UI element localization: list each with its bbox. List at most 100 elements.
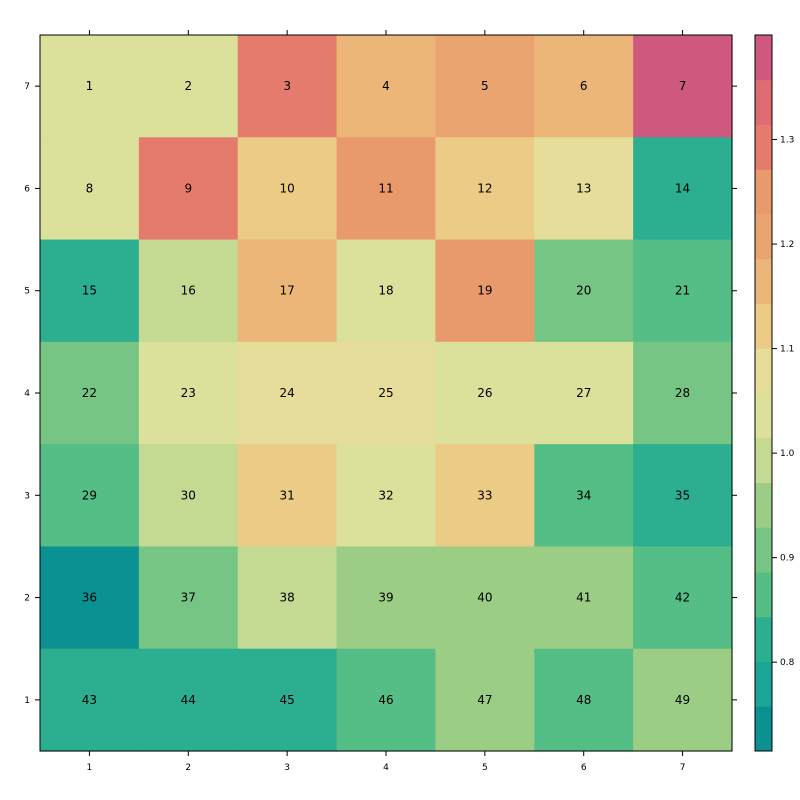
heatmap-cell-5 <box>435 35 535 138</box>
colorbar-bin-8 <box>755 348 772 394</box>
cell-label-19: 19 <box>477 284 492 298</box>
heatmap-cell-49 <box>633 648 733 752</box>
cell-label-44: 44 <box>181 693 196 707</box>
colorbar-bin-13 <box>755 124 772 170</box>
colorbar-bin-9 <box>755 303 772 349</box>
heatmap-cell-34 <box>534 444 634 548</box>
colorbar-tick-label-3: 1.1 <box>780 345 794 355</box>
heatmap-cell-20 <box>534 239 634 343</box>
cell-label-38: 38 <box>279 591 294 605</box>
cell-label-17: 17 <box>279 284 294 298</box>
colorbar-bin-12 <box>755 169 772 215</box>
heatmap-cell-27 <box>534 341 634 445</box>
colorbar-tick-label-4: 1.2 <box>780 240 794 250</box>
cell-label-20: 20 <box>576 284 591 298</box>
colorbar-bin-1 <box>755 661 772 707</box>
cell-label-16: 16 <box>181 284 196 298</box>
x-tick-label-2: 2 <box>185 763 191 773</box>
colorbar-bin-15 <box>755 35 772 81</box>
y-tick-label-6: 6 <box>24 184 30 194</box>
cell-label-43: 43 <box>82 693 97 707</box>
heatmap-cell-6 <box>534 35 634 138</box>
cell-label-32: 32 <box>378 488 393 502</box>
cell-label-33: 33 <box>477 488 492 502</box>
heatmap-cell-18 <box>336 239 437 343</box>
colorbar-tick-label-2: 1.0 <box>780 449 795 459</box>
heatmap-cell-15 <box>40 239 140 343</box>
heatmap-cell-11 <box>336 137 437 241</box>
cell-label-45: 45 <box>279 693 294 707</box>
colorbar-tick-label-1: 0.9 <box>780 554 795 564</box>
cell-label-6: 6 <box>580 79 588 93</box>
colorbar-bin-3 <box>755 572 772 618</box>
cell-label-3: 3 <box>283 79 291 93</box>
cell-label-25: 25 <box>378 386 393 400</box>
heatmap-cell-36 <box>40 546 140 650</box>
cell-label-23: 23 <box>181 386 196 400</box>
cell-label-8: 8 <box>86 181 94 195</box>
heatmap-cell-44 <box>138 648 239 752</box>
colorbar-bin-10 <box>755 258 772 304</box>
heatmap-cell-46 <box>336 648 437 752</box>
cell-label-41: 41 <box>576 591 591 605</box>
x-tick-label-1: 1 <box>87 763 93 773</box>
heatmap-cell-31 <box>237 444 338 548</box>
y-tick-label-1: 1 <box>24 696 30 706</box>
heatmap-cell-28 <box>633 341 733 445</box>
cell-label-40: 40 <box>477 591 492 605</box>
heatmap-cell-23 <box>138 341 239 445</box>
y-tick-label-2: 2 <box>24 594 30 604</box>
heatmap-cell-14 <box>633 137 733 241</box>
heatmap-cell-40 <box>435 546 535 650</box>
cell-label-15: 15 <box>82 284 97 298</box>
heatmap-cell-47 <box>435 648 535 752</box>
heatmap-cell-19 <box>435 239 535 343</box>
colorbar-bin-14 <box>755 79 772 125</box>
x-tick-label-3: 3 <box>284 763 290 773</box>
cell-label-37: 37 <box>181 591 196 605</box>
heatmap-cell-8 <box>40 137 140 241</box>
heatmap-cell-37 <box>138 546 239 650</box>
colorbar-bin-11 <box>755 214 772 260</box>
y-tick-label-5: 5 <box>24 287 30 297</box>
heatmap-cell-32 <box>336 444 437 548</box>
heatmap-cell-9 <box>138 137 239 241</box>
heatmap-cell-1 <box>40 35 140 138</box>
cell-label-48: 48 <box>576 693 591 707</box>
heatmap-cell-13 <box>534 137 634 241</box>
cell-label-28: 28 <box>675 386 690 400</box>
heatmap-cell-43 <box>40 648 140 752</box>
heatmap-cell-33 <box>435 444 535 548</box>
heatmap-cell-26 <box>435 341 535 445</box>
cell-label-39: 39 <box>378 591 393 605</box>
y-tick-label-4: 4 <box>24 389 30 399</box>
y-tick-label-7: 7 <box>24 82 30 92</box>
colorbar-bin-2 <box>755 616 772 662</box>
cell-label-24: 24 <box>279 386 294 400</box>
heatmap-cell-35 <box>633 444 733 548</box>
cell-label-47: 47 <box>477 693 492 707</box>
colorbar <box>754 34 773 752</box>
colorbar-bin-5 <box>755 482 772 528</box>
cell-label-46: 46 <box>378 693 393 707</box>
cell-label-5: 5 <box>481 79 489 93</box>
colorbar-tick-label-0: 0.8 <box>780 658 795 668</box>
colorbar-tick-label-5: 1.3 <box>780 136 794 146</box>
heatmap-cell-17 <box>237 239 338 343</box>
cell-label-14: 14 <box>675 181 690 195</box>
cell-label-30: 30 <box>181 488 196 502</box>
cell-label-26: 26 <box>477 386 492 400</box>
heatmap-cell-10 <box>237 137 338 241</box>
cell-label-31: 31 <box>279 488 294 502</box>
heatmap-cell-22 <box>40 341 140 445</box>
cell-label-12: 12 <box>477 181 492 195</box>
heatmap-cell-25 <box>336 341 437 445</box>
heatmap-cell-7 <box>633 35 733 138</box>
heatmap-cell-45 <box>237 648 338 752</box>
heatmap-cell-2 <box>138 35 239 138</box>
heatmap-cell-12 <box>435 137 535 241</box>
colorbar-ticks: 0.8 0.9 1.0 1.1 1.2 1.3 <box>772 136 795 668</box>
cell-label-7: 7 <box>679 79 687 93</box>
cell-label-2: 2 <box>184 79 192 93</box>
